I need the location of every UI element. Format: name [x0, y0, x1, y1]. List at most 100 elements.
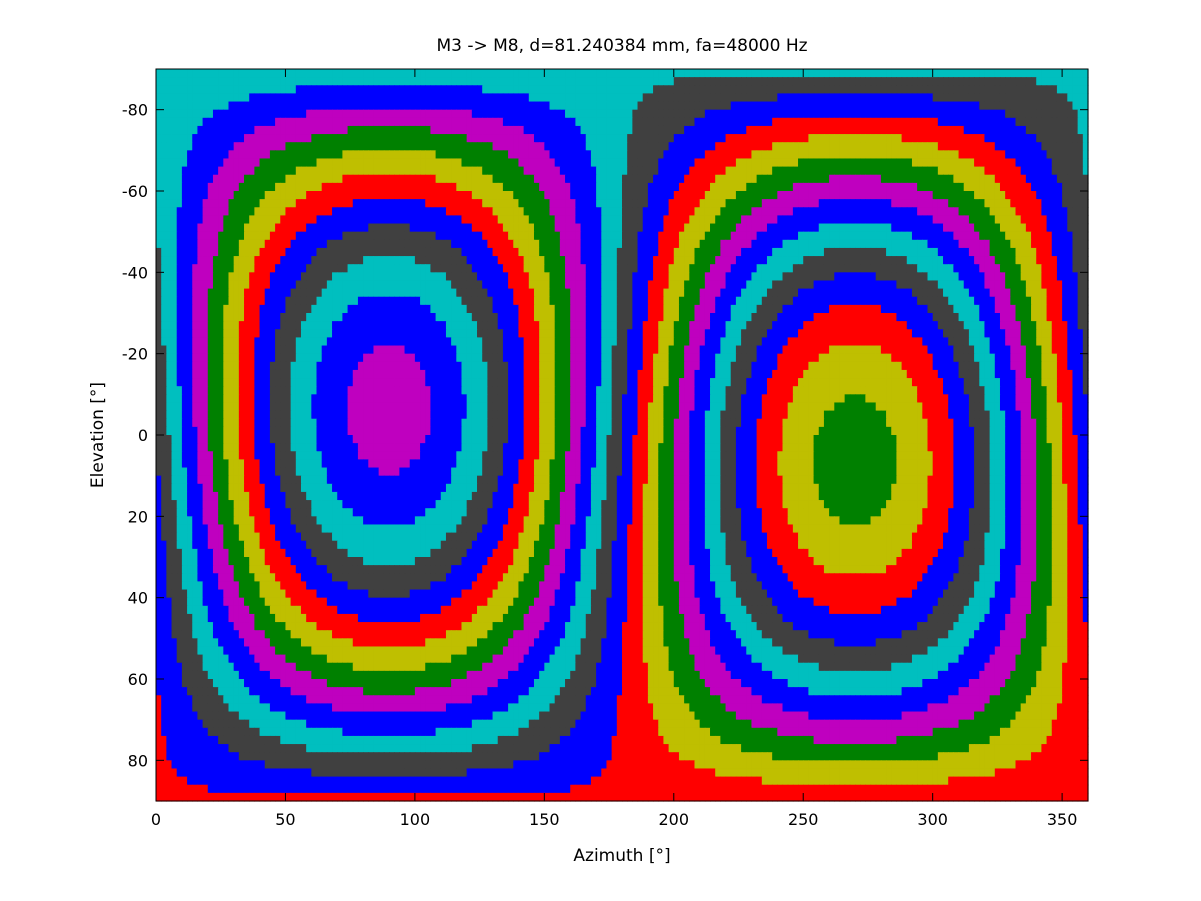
- heatmap-cell: [461, 85, 468, 94]
- heatmap-cell: [974, 69, 980, 78]
- heatmap-cell: [166, 272, 173, 282]
- heatmap-cell: [684, 101, 690, 111]
- heatmap-cell: [751, 280, 758, 290]
- heatmap-cell: [642, 247, 649, 257]
- heatmap-cell: [383, 264, 390, 273]
- heatmap-cell: [590, 150, 597, 160]
- heatmap-cell: [176, 264, 183, 273]
- heatmap-cell: [699, 247, 706, 257]
- heatmap-cell: [798, 182, 804, 192]
- heatmap-cell: [502, 150, 509, 160]
- heatmap-cell: [420, 134, 426, 143]
- heatmap-cell: [1082, 272, 1089, 282]
- heatmap-cell: [642, 93, 649, 103]
- heatmap-cell: [580, 264, 587, 273]
- heatmap-cell: [1025, 223, 1032, 233]
- heatmap-cell: [1046, 223, 1053, 233]
- heatmap-cell: [1020, 174, 1027, 184]
- heatmap-cell: [994, 207, 1001, 216]
- heatmap-cell: [539, 85, 545, 94]
- heatmap-cell: [968, 272, 975, 282]
- heatmap-cell: [502, 125, 509, 135]
- heatmap-cell: [368, 93, 375, 103]
- heatmap-cell: [544, 247, 551, 257]
- heatmap-cell: [1005, 109, 1011, 119]
- heatmap-cell: [999, 272, 1006, 282]
- heatmap-cell: [409, 93, 416, 103]
- heatmap-cell: [295, 134, 302, 143]
- heatmap-cell: [285, 166, 292, 176]
- heatmap-cell: [684, 264, 690, 273]
- heatmap-cell: [368, 134, 375, 143]
- heatmap-cell: [813, 182, 820, 192]
- heatmap-cell: [187, 142, 193, 151]
- heatmap-cell: [823, 150, 830, 160]
- heatmap-cell: [772, 101, 778, 111]
- heatmap-cell: [461, 207, 468, 216]
- heatmap-cell: [746, 272, 753, 282]
- heatmap-cell: [948, 215, 954, 225]
- heatmap-cell: [823, 174, 830, 184]
- heatmap-cell: [420, 288, 426, 298]
- heatmap-cell: [466, 199, 473, 208]
- heatmap-cell: [839, 231, 846, 241]
- heatmap-cell: [492, 101, 499, 111]
- heatmap-cell: [989, 207, 996, 216]
- heatmap-cell: [710, 256, 716, 265]
- heatmap-cell: [218, 182, 224, 192]
- heatmap-cell: [378, 288, 385, 298]
- heatmap-cell: [166, 142, 173, 151]
- heatmap-cell: [808, 256, 815, 265]
- heatmap-cell: [575, 134, 582, 143]
- heatmap-cell: [487, 247, 494, 257]
- heatmap-cell: [803, 191, 809, 200]
- heatmap-cell: [580, 174, 587, 184]
- heatmap-cell: [1077, 109, 1084, 119]
- heatmap-cell: [285, 77, 292, 86]
- heatmap-cell: [684, 117, 690, 127]
- heatmap-cell: [937, 134, 944, 143]
- heatmap-cell: [435, 215, 442, 225]
- heatmap-cell: [539, 77, 545, 86]
- heatmap-cell: [984, 247, 991, 257]
- heatmap-cell: [901, 215, 908, 225]
- heatmap-cell: [839, 223, 846, 233]
- heatmap-cell: [725, 191, 732, 200]
- heatmap-cell: [777, 239, 784, 249]
- heatmap-cell: [482, 158, 488, 168]
- heatmap-cell: [409, 85, 416, 94]
- heatmap-cell: [487, 182, 494, 192]
- heatmap-cell: [958, 93, 965, 103]
- heatmap-cell: [906, 264, 913, 273]
- heatmap-cell: [477, 272, 483, 282]
- heatmap-cell: [378, 158, 385, 168]
- heatmap-cell: [896, 158, 903, 168]
- heatmap-cell: [389, 247, 395, 257]
- heatmap-cell: [622, 85, 628, 94]
- heatmap-cell: [363, 288, 369, 298]
- heatmap-cell: [813, 247, 820, 257]
- heatmap-cell: [813, 85, 820, 94]
- heatmap-cell: [891, 134, 898, 143]
- heatmap-cell: [782, 215, 789, 225]
- heatmap-cell: [855, 134, 861, 143]
- heatmap-cell: [425, 101, 432, 111]
- heatmap-cell: [233, 85, 240, 94]
- heatmap-cell: [575, 231, 582, 241]
- heatmap-cell: [880, 158, 887, 168]
- heatmap-cell: [554, 272, 561, 282]
- heatmap-cell: [647, 280, 654, 290]
- heatmap-cell: [622, 134, 628, 143]
- heatmap-cell: [1072, 109, 1079, 119]
- heatmap-cell: [1046, 191, 1053, 200]
- heatmap-cell: [860, 207, 866, 216]
- heatmap-cell: [860, 199, 866, 208]
- heatmap-cell: [663, 134, 670, 143]
- heatmap-cell: [725, 264, 732, 273]
- heatmap-cell: [192, 264, 199, 273]
- heatmap-cell: [445, 288, 452, 298]
- heatmap-cell: [901, 158, 908, 168]
- heatmap-cell: [492, 125, 499, 135]
- heatmap-cell: [720, 166, 727, 176]
- heatmap-cell: [197, 280, 204, 290]
